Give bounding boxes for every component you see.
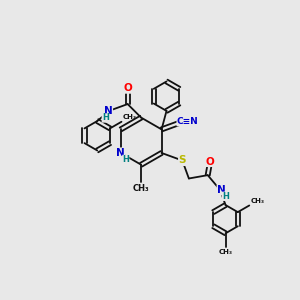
- Text: S: S: [178, 155, 186, 166]
- Text: H: H: [102, 113, 109, 122]
- Text: H: H: [122, 155, 129, 164]
- Text: CH₃: CH₃: [123, 114, 137, 120]
- Text: O: O: [123, 83, 132, 93]
- Text: C≡N: C≡N: [177, 117, 199, 126]
- Text: H: H: [222, 192, 229, 201]
- Text: N: N: [217, 185, 226, 195]
- Text: CH₃: CH₃: [219, 249, 232, 255]
- Text: O: O: [206, 157, 214, 166]
- Text: CH₃: CH₃: [133, 184, 149, 193]
- Text: N: N: [116, 148, 125, 158]
- Text: CH₃: CH₃: [251, 198, 265, 204]
- Text: N: N: [104, 106, 112, 116]
